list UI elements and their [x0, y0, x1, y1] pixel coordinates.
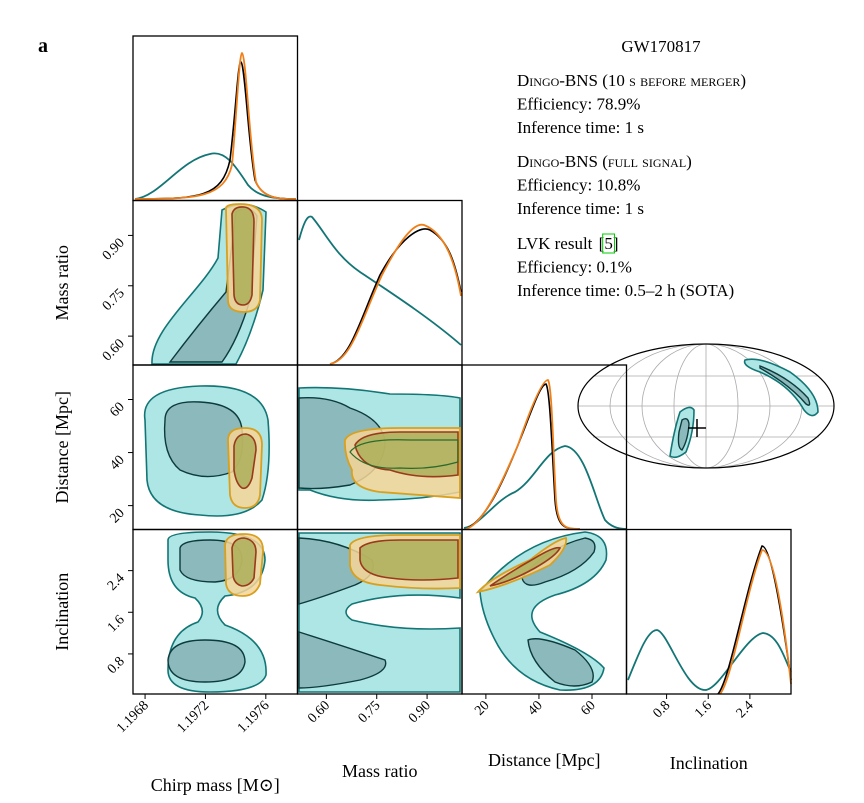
contour: [233, 433, 257, 490]
sky-region: [677, 417, 690, 451]
kde-curve: [298, 215, 462, 346]
legend-entry: Dingo-BNS (full signal): [517, 152, 692, 171]
contour: [231, 206, 255, 306]
kde-curve: [134, 152, 297, 200]
kde-curve: [134, 61, 297, 200]
contour: [167, 639, 246, 683]
contour: [298, 631, 387, 689]
y-tick-label: 0.60: [100, 336, 128, 364]
x-tick-label: 2.4: [734, 698, 757, 721]
x-tick-label: 0.60: [305, 698, 333, 726]
y-axis-label: Inclination: [52, 573, 72, 651]
y-tick-label: 60: [107, 400, 128, 421]
x-tick-label: 60: [578, 698, 599, 719]
panel-label: a: [38, 35, 48, 57]
y-axis-label: Distance [Mpc]: [52, 391, 72, 503]
sky-map-border: [577, 343, 835, 469]
contours: [143, 203, 608, 693]
kde-curve: [627, 629, 792, 691]
legend-detail: Inference time: 1 s: [517, 118, 644, 137]
y-tick-label: 40: [107, 453, 128, 474]
y-tick-label: 0.8: [105, 654, 128, 677]
kde-curve: [463, 445, 627, 530]
x-axis-label: Mass ratio: [342, 761, 418, 781]
x-axis-label: Distance [Mpc]: [488, 750, 600, 770]
x-tick-label: 1.1968: [114, 698, 152, 736]
contour: [489, 546, 562, 587]
y-tick-label: 2.4: [105, 571, 128, 594]
panel-frame: [132, 35, 299, 202]
legend-detail: Inference time: 1 s: [517, 199, 644, 218]
x-tick-label: 1.1976: [235, 698, 273, 736]
y-tick-label: 1.6: [105, 612, 128, 635]
marginals: [134, 51, 792, 695]
x-axis-label: Inclination: [670, 753, 748, 773]
kde-curve: [717, 545, 792, 695]
legend-detail: Efficiency: 78.9%: [517, 95, 640, 114]
legend-detail: Efficiency: 0.1%: [517, 258, 632, 277]
x-tick-label: 1.6: [692, 698, 715, 721]
kde-curve: [465, 383, 581, 530]
contour: [359, 539, 459, 581]
contour: [527, 638, 594, 687]
sky-region: [743, 358, 819, 417]
x-tick-label: 0.75: [356, 698, 384, 726]
contour: [231, 537, 257, 587]
contour: [349, 439, 459, 469]
legend-detail: Efficiency: 10.8%: [517, 176, 640, 195]
y-axis-label: Mass ratio: [52, 245, 72, 321]
legend-detail: Inference time: 0.5–2 h (SOTA): [517, 281, 734, 300]
kde-curve: [465, 379, 581, 530]
panel-frame: [296, 199, 463, 366]
x-tick-label: 0.8: [650, 698, 673, 721]
panel-frame: [625, 528, 792, 695]
legend-title: GW170817: [621, 37, 701, 56]
kde-curve: [329, 223, 462, 365]
sky-region: [759, 364, 811, 406]
legend-entry: Dingo-BNS (10 s before merger): [517, 71, 746, 90]
y-tick-label: 0.90: [100, 236, 128, 264]
x-tick-label: 1.1972: [174, 698, 212, 736]
x-axis-label: Chirp mass [M⊙]: [151, 775, 280, 795]
citation[interactable]: [5]: [599, 234, 619, 253]
legend-entry: LVK result: [517, 234, 593, 253]
kde-curve: [719, 549, 792, 695]
sky-map: [577, 343, 835, 469]
x-tick-label: 20: [472, 698, 493, 719]
x-tick-label: 40: [525, 698, 546, 719]
citation-box: [602, 233, 616, 254]
y-tick-label: 20: [107, 506, 128, 527]
y-tick-label: 0.75: [100, 286, 128, 314]
kde-curve: [134, 51, 297, 200]
x-tick-label: 0.90: [406, 698, 434, 726]
